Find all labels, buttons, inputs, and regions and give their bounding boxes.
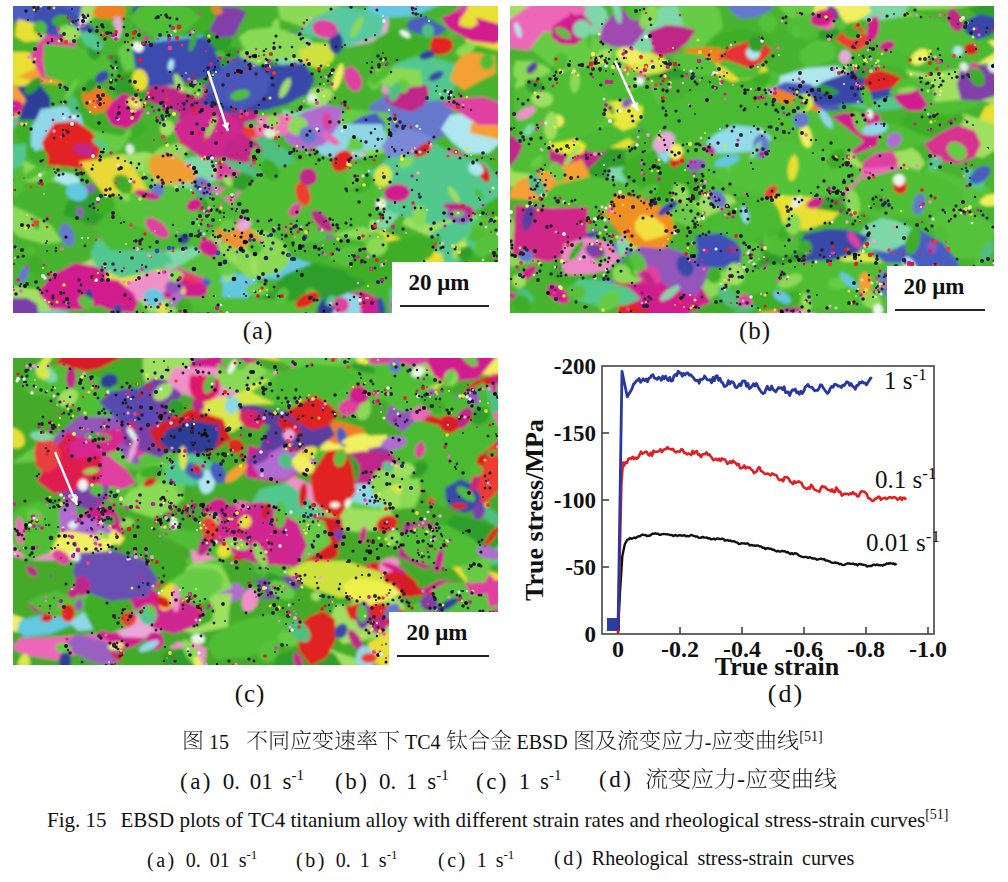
svg-text:-200: -200	[554, 354, 596, 379]
svg-text:0: 0	[612, 636, 624, 662]
svg-text:-1.0: -1.0	[909, 636, 947, 662]
svg-text:0: 0	[585, 622, 597, 647]
svg-text:-150: -150	[554, 421, 596, 446]
svg-text:True stress/MPa: True stress/MPa	[520, 419, 549, 601]
svg-text:-0.2: -0.2	[661, 636, 699, 662]
svg-text:0.01 s-1: 0.01 s-1	[866, 527, 940, 556]
svg-text:0.1 s-1: 0.1 s-1	[875, 464, 936, 493]
svg-text:-100: -100	[554, 488, 596, 513]
svg-text:-50: -50	[565, 555, 596, 580]
svg-text:1 s-1: 1 s-1	[884, 365, 927, 394]
svg-text:True strain: True strain	[715, 652, 840, 681]
svg-text:(d): (d)	[768, 679, 804, 708]
svg-text:-0.8: -0.8	[847, 636, 885, 662]
